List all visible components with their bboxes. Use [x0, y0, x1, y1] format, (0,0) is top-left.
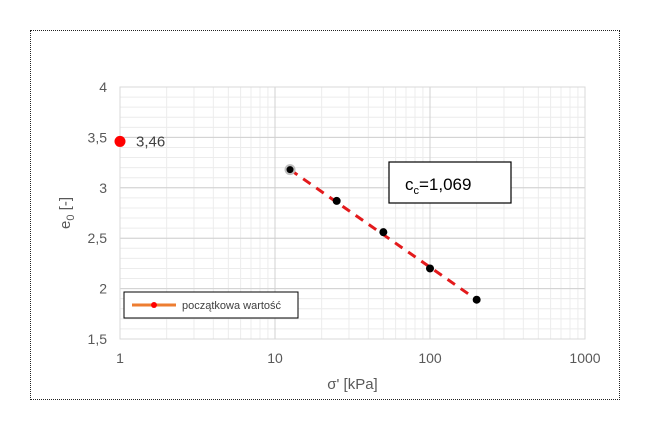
cc-main: c: [405, 175, 414, 194]
plot-area: [119, 86, 586, 340]
cc-annotation: cc=1,069: [388, 161, 512, 204]
initial-point-label: 3,46: [136, 133, 165, 150]
y-tick-labels: 1,5 2 2,5 3 3,5 4: [88, 79, 108, 347]
initial-point: [114, 135, 126, 147]
chart-frame: [30, 30, 620, 400]
y-axis-title-main: e: [57, 221, 74, 229]
data-point: [472, 295, 481, 304]
y-axis-title: e0 [-]: [57, 197, 77, 229]
data-points: [284, 164, 481, 304]
x-tick-label: 100: [418, 350, 442, 366]
y-tick-label: 2,5: [88, 230, 108, 246]
legend-marker: [151, 302, 157, 308]
data-point: [379, 228, 388, 237]
svg-text:cc=1,069: cc=1,069: [405, 175, 471, 197]
y-tick-label: 1,5: [88, 331, 108, 347]
data-point: [332, 196, 341, 205]
y-tick-label: 3,5: [88, 129, 108, 145]
cc-rest: =1,069: [419, 175, 471, 194]
x-tick-labels: 1 10 100 1000: [116, 350, 601, 366]
x-tick-label: 1000: [569, 350, 600, 366]
x-tick-label: 1: [116, 350, 124, 366]
cc-sub: c: [414, 185, 420, 197]
y-tick-label: 4: [99, 79, 107, 95]
x-tick-label: 10: [267, 350, 283, 366]
legend-label: początkowa wartość: [182, 300, 282, 312]
data-point: [284, 164, 296, 176]
y-axis-title-rest: [-]: [57, 197, 74, 215]
y-tick-label: 3: [99, 180, 107, 196]
x-axis-title: σ' [kPa]: [327, 376, 377, 393]
legend: początkowa wartość: [123, 291, 299, 319]
data-point: [426, 264, 434, 273]
y-tick-label: 2: [99, 281, 107, 297]
y-axis-title-sub: 0: [65, 215, 77, 221]
